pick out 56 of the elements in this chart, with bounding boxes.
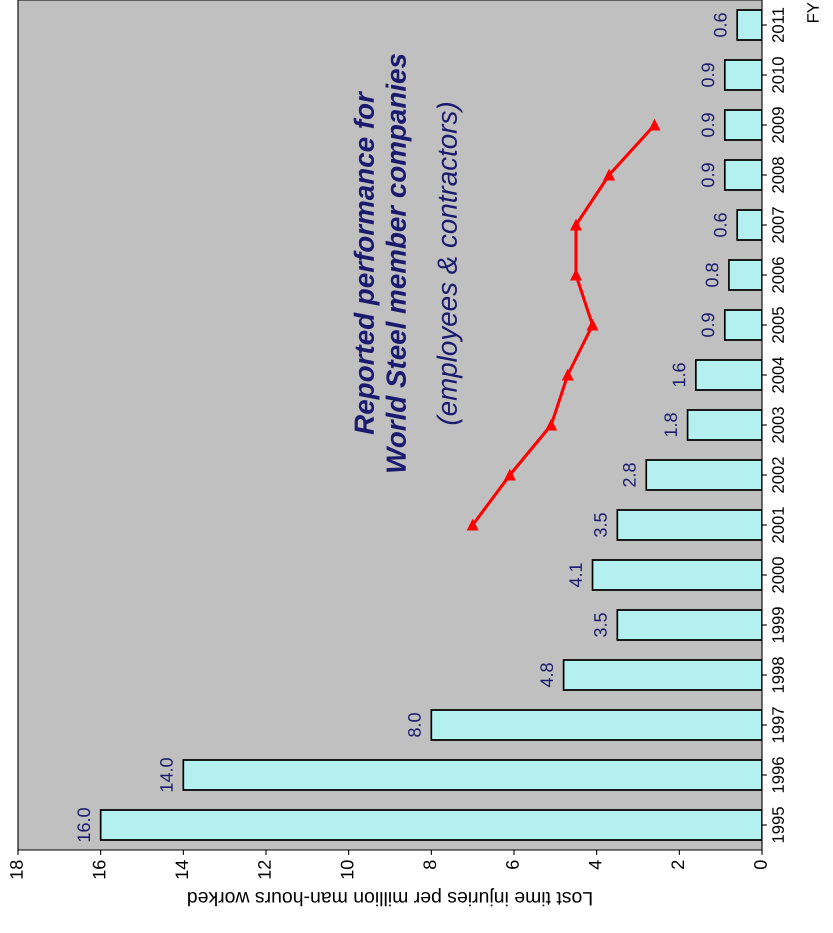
data-label: 3.5 xyxy=(594,613,607,637)
data-label: 2.8 xyxy=(622,463,636,487)
data-label: 1.8 xyxy=(664,413,678,436)
point xyxy=(604,169,615,181)
point xyxy=(562,369,574,381)
x-tick-label: 2 xyxy=(671,860,684,869)
data-label: 0.9 xyxy=(702,63,714,87)
point xyxy=(467,519,478,531)
y-tick-label: 1995 xyxy=(772,807,784,842)
y-tick-label: 1997 xyxy=(772,707,784,742)
x-tick-label: 12 xyxy=(258,860,271,878)
y-tick-label: 1999 xyxy=(772,607,784,642)
data-label: 0.9 xyxy=(702,163,714,187)
y-tick-label: 2002 xyxy=(772,457,784,493)
y-tick-label: 2009 xyxy=(772,107,784,143)
data-label: 16.0 xyxy=(77,808,90,842)
x-tick-label: 14 xyxy=(176,860,188,878)
data-label: 4.8 xyxy=(540,663,554,688)
data-label: 8.0 xyxy=(408,713,421,737)
y-tick-label: 2005 xyxy=(772,307,784,343)
y-tick-label: 2001 xyxy=(772,507,784,543)
y-tick-label: 2003 xyxy=(772,407,784,443)
y-axis-title: FY xyxy=(807,2,819,22)
data-label: 0.9 xyxy=(702,313,714,337)
x-tick-label: 8 xyxy=(423,860,436,869)
y-tick-label: 2007 xyxy=(772,207,784,243)
y-tick-label: 1996 xyxy=(772,757,784,792)
x-tick-label: 4 xyxy=(588,860,602,870)
x-tick-label: 10 xyxy=(340,860,354,878)
point xyxy=(648,119,660,131)
x-tick-label: 6 xyxy=(506,860,519,869)
data-label: 4.1 xyxy=(569,563,582,588)
data-label: 1.6 xyxy=(672,363,686,386)
y-tick-label: 2011 xyxy=(772,8,784,42)
text: Reported performance for World Steel member companies xyxy=(354,54,412,472)
annotation: (employees & contractors) xyxy=(436,103,462,424)
point xyxy=(504,469,516,481)
data-label: 3.5 xyxy=(594,513,607,537)
point xyxy=(546,419,557,431)
y-tick-label: 2004 xyxy=(772,356,784,393)
data-label: 0.6 xyxy=(714,13,727,37)
y-tick-label: 2010 xyxy=(772,57,784,93)
x-tick-label: 18 xyxy=(10,860,23,878)
data-label: 0.8 xyxy=(706,263,718,287)
y-tick-label: 1998 xyxy=(772,657,784,692)
point xyxy=(586,319,598,331)
x-axis-title: Lost time injuries per million man-hours worked xyxy=(188,888,592,906)
data-label: 14.0 xyxy=(160,758,173,792)
x-tick-label: 16 xyxy=(92,860,106,878)
y-tick-label: 2000 xyxy=(772,557,784,593)
x-tick-label: 0 xyxy=(754,860,767,870)
y-tick-label: 2008 xyxy=(772,157,784,193)
data-label: 0.6 xyxy=(714,213,727,237)
data-label: 0.9 xyxy=(702,113,714,137)
point xyxy=(570,219,582,231)
y-tick-label: 2006 xyxy=(772,257,784,293)
